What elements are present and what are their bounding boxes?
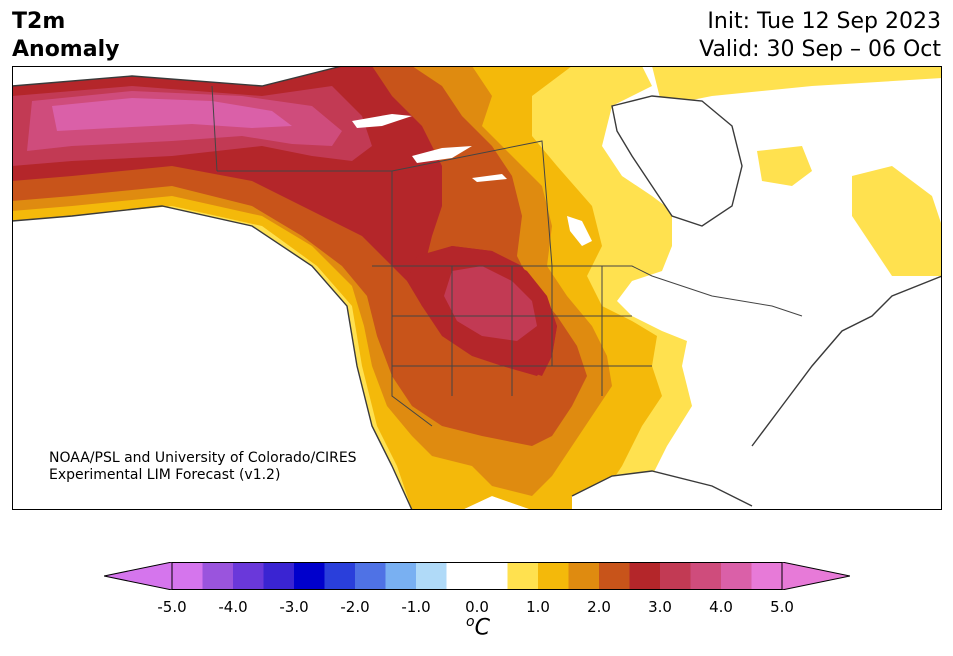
colorbar-extend-max: [781, 562, 850, 590]
anomaly-band-4-0: [52, 98, 292, 131]
anomaly-patch-labrador: [852, 166, 942, 276]
political-borders: [211, 85, 803, 427]
colorbar-segment: [690, 562, 722, 590]
credit-line-1: NOAA/PSL and University of Colorado/CIRE…: [49, 450, 357, 466]
title-line-1: T2m: [12, 9, 66, 34]
colorbar-segment: [507, 562, 539, 590]
colorbar-segment: [446, 562, 478, 590]
colorbar-segment: [629, 562, 661, 590]
unit-degree: o: [466, 614, 475, 630]
colorbar-tick-label: -5.0: [157, 598, 187, 616]
credit-line-2: Experimental LIM Forecast (v1.2): [49, 467, 281, 483]
colorbar-tick-label: 2.0: [587, 598, 611, 616]
colorbar-segment: [538, 562, 569, 590]
colorbar-segment: [568, 562, 600, 590]
colorbar-tick-label: 1.0: [526, 598, 550, 616]
colorbar-segment: [355, 562, 386, 590]
colorbar-segment: [324, 562, 356, 590]
lake-winnipeg: [567, 216, 592, 246]
map-frame: [12, 66, 942, 510]
coastlines: [12, 66, 942, 510]
unit-letter: C: [474, 615, 490, 641]
credit-text: NOAA/PSL and University of Colorado/CIRE…: [49, 450, 357, 484]
colorbar-tick-label: 0.0: [465, 598, 489, 616]
colorbar-segment: [477, 562, 508, 590]
anomaly-patch-plains-3: [444, 266, 537, 341]
anomaly-patch-hudson: [757, 146, 812, 186]
colorbar-segment: [416, 562, 447, 590]
great-bear-lake: [352, 114, 412, 128]
anomaly-patch-arctic: [652, 66, 942, 106]
hudson-bay: [612, 96, 742, 226]
colorbar-segment: [172, 562, 203, 590]
colorbar-tick-label: 5.0: [770, 598, 794, 616]
colorbar-frame: [171, 562, 783, 590]
forecast-dates: Init: Tue 12 Sep 2023 Valid: 30 Sep – 06…: [699, 8, 941, 64]
lake-athabasca: [472, 174, 507, 182]
colorbar-tick-label: -1.0: [401, 598, 431, 616]
colorbar-tick-label: 4.0: [709, 598, 733, 616]
colorbar-segment: [263, 562, 295, 590]
colorbar-segment: [751, 562, 783, 590]
great-slave-lake: [412, 146, 472, 163]
title-line-2: Anomaly: [12, 37, 120, 62]
colorbar-tick-label: -3.0: [279, 598, 309, 616]
colorbar-segment: [599, 562, 630, 590]
init-date: Init: Tue 12 Sep 2023: [707, 9, 941, 34]
colorbar: [104, 562, 850, 590]
colorbar-segment: [294, 562, 325, 590]
valid-date: Valid: 30 Sep – 06 Oct: [699, 37, 941, 62]
colorbar-extend-min: [104, 562, 173, 590]
gulf-of-mexico: [572, 471, 752, 510]
colorbar-segment: [385, 562, 417, 590]
colorbar-segment: [721, 562, 752, 590]
colorbar-unit: oC: [448, 614, 508, 640]
colorbar-tick-label: -2.0: [340, 598, 370, 616]
colorbar-segment: [233, 562, 264, 590]
colorbar-segment: [202, 562, 234, 590]
map-title: T2m Anomaly: [12, 8, 119, 64]
colorbar-segment: [660, 562, 691, 590]
anomaly-map: [12, 66, 942, 510]
colorbar-tick-label: 3.0: [648, 598, 672, 616]
colorbar-tick-label: -4.0: [218, 598, 248, 616]
